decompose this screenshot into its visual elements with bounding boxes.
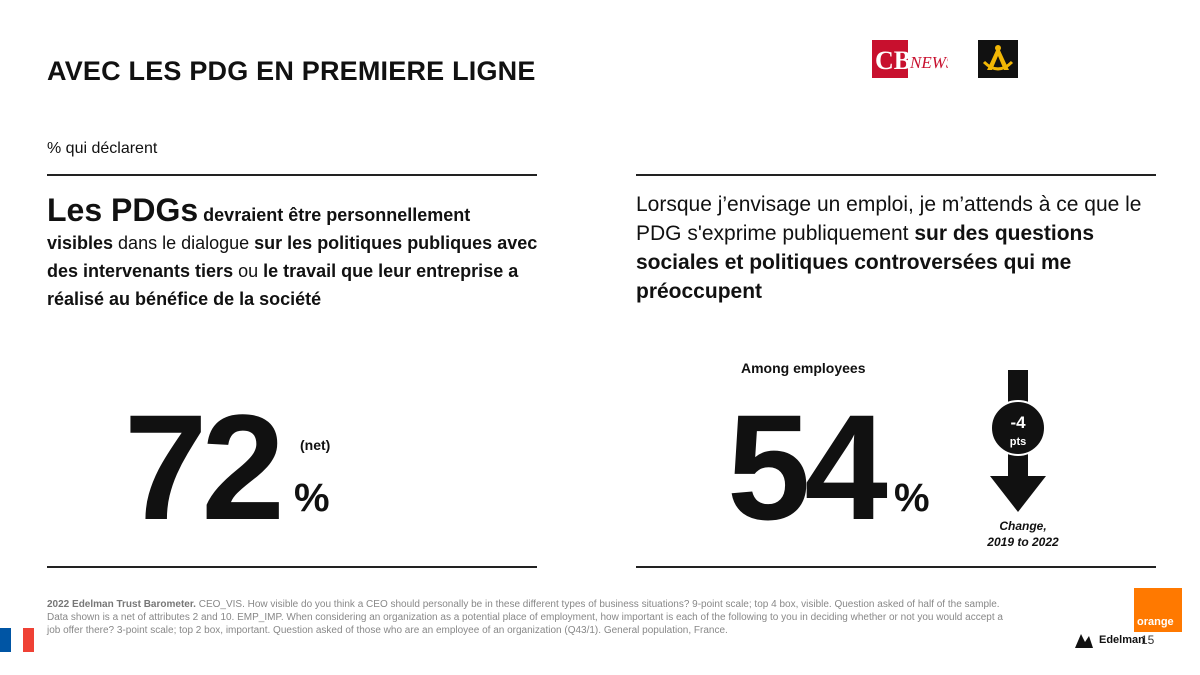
footnote: 2022 Edelman Trust Barometer. CEO_VIS. H… — [47, 598, 1007, 637]
footnote-text: CEO_VIS. How visible do you think a CEO … — [47, 599, 1003, 636]
edelman-logo: Edelman — [1073, 630, 1145, 650]
slide-title: AVEC LES PDG EN PREMIERE LIGNE — [47, 56, 536, 86]
footnote-source: 2022 Edelman Trust Barometer. — [47, 599, 196, 610]
change-caption: Change, 2019 to 2022 — [987, 519, 1059, 549]
orange-logo: orange — [1134, 588, 1182, 632]
right-question: Lorsque j’envisage un emploi, je m’atten… — [636, 193, 1142, 303]
left-stat-percent: % — [294, 476, 330, 520]
net-label: (net) — [300, 437, 331, 453]
svg-text:NEWS: NEWS — [909, 53, 948, 72]
page-number: 15 — [1141, 633, 1155, 647]
left-stat-value: 72 — [124, 383, 285, 551]
right-stat-value: 54 — [727, 383, 888, 551]
change-unit: pts — [1010, 436, 1027, 448]
change-value: -4 — [1010, 413, 1026, 432]
france-flag-icon — [0, 628, 34, 652]
partner-logo — [978, 40, 1018, 78]
cb-news-logo: CB NEWS — [872, 40, 948, 78]
right-stat-percent: % — [894, 476, 930, 520]
subtitle: % qui déclarent — [47, 140, 158, 157]
left-question: Les PDGs devraient être personnellement … — [47, 192, 538, 309]
divider-left-top — [47, 174, 537, 176]
question-emphasis: Les PDGs — [47, 192, 199, 228]
divider-right-bottom — [636, 566, 1156, 568]
edelman-mark-icon — [1075, 634, 1093, 648]
among-employees-label: Among employees — [741, 360, 866, 376]
divider-left-bottom — [47, 566, 537, 568]
divider-right-top — [636, 174, 1156, 176]
svg-text:CB: CB — [875, 46, 911, 75]
down-arrow-icon: -4 pts — [990, 370, 1046, 512]
